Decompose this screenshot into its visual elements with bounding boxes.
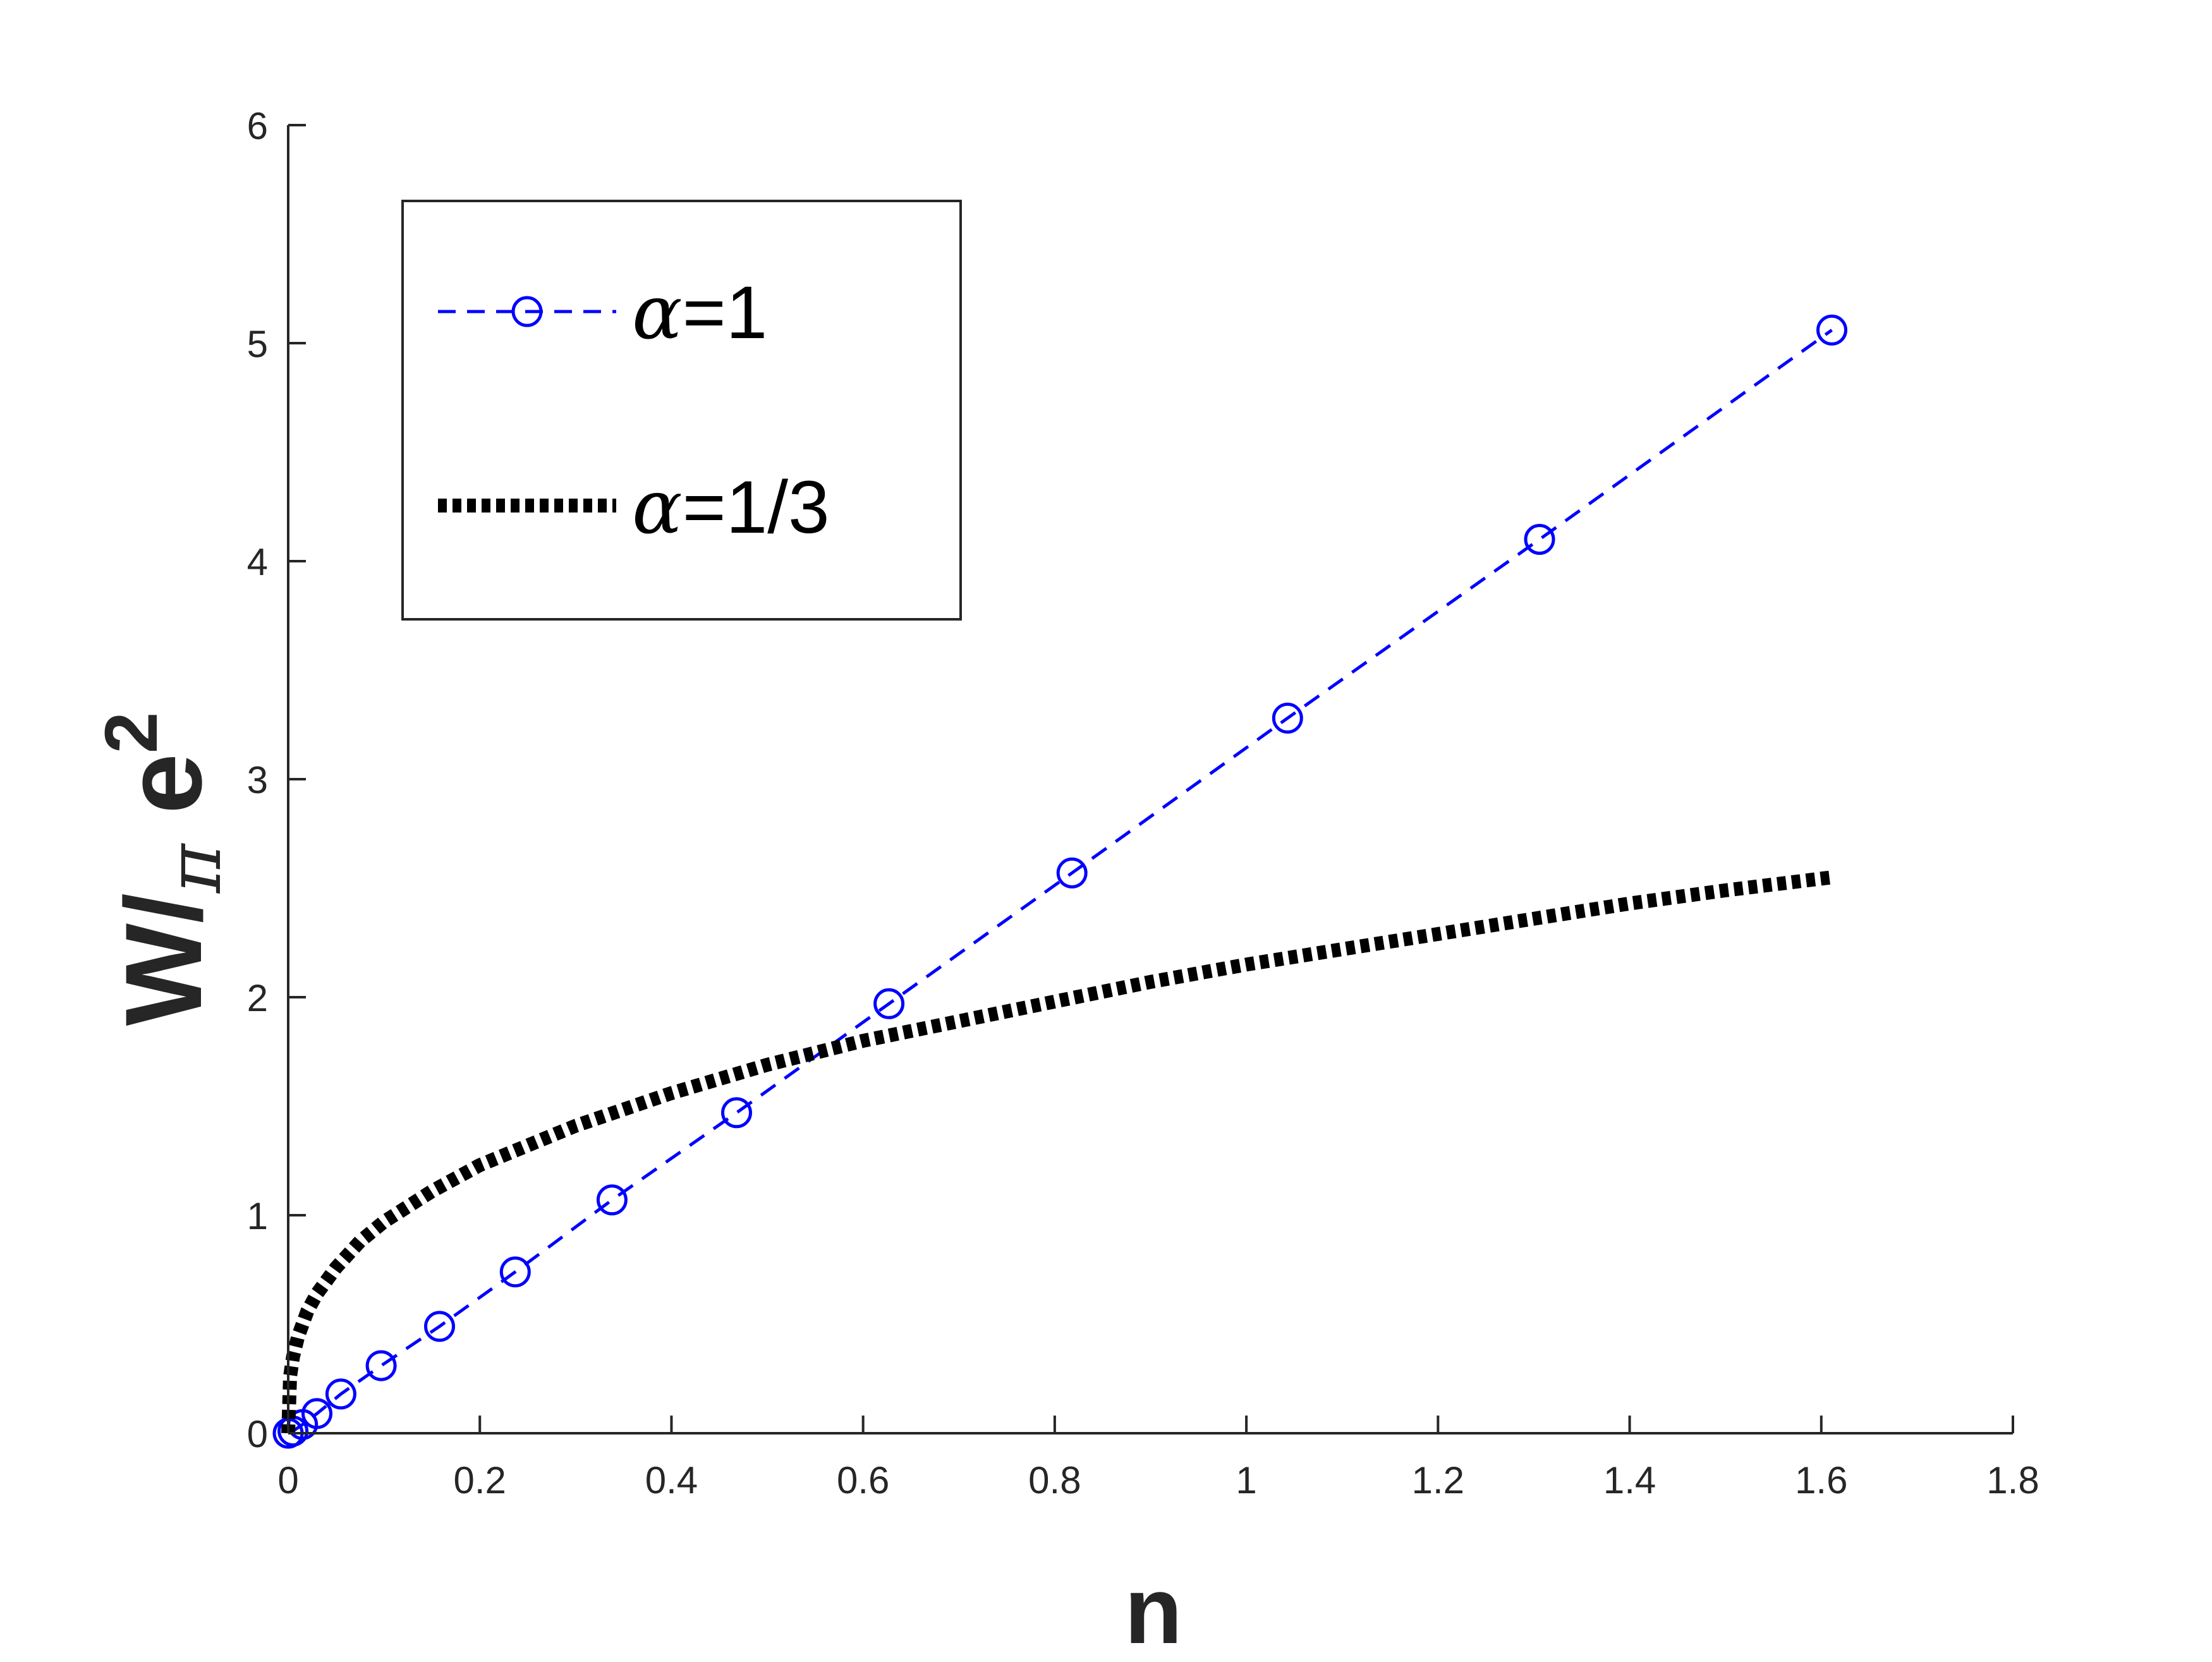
y-axis-title-superscript: 2: [90, 712, 173, 754]
x-tick-label: 0.4: [645, 1459, 698, 1501]
y-axis-title-subscript: π: [150, 842, 238, 894]
series-line: [287, 329, 1833, 1435]
legend-box: [401, 200, 962, 621]
y-tick-label: 6: [247, 105, 268, 147]
data-point-marker: [325, 1378, 356, 1410]
legend-label-alpha-one-third-greek: α: [632, 463, 683, 550]
y-tick-label: 2: [247, 977, 268, 1019]
data-point-marker: [424, 1311, 455, 1342]
x-axis-ticks: 0 0.2 0.4 0.6 0.8 1 1.2 1.4 1.6 1.8: [277, 1416, 2039, 1501]
x-tick-label: 0.6: [837, 1459, 889, 1501]
x-tick-label: 1.2: [1412, 1459, 1464, 1501]
data-point-marker: [721, 1097, 752, 1129]
series-line: [281, 870, 1833, 1434]
legend-entry-alpha-one-third: α=1/3: [438, 463, 830, 550]
x-tick-label: 1.6: [1795, 1459, 1847, 1501]
x-tick-label: 0.2: [454, 1459, 506, 1501]
data-point-marker: [1816, 314, 1847, 346]
plot-area: [272, 314, 1847, 1449]
y-tick-label: 4: [247, 541, 268, 583]
legend-label-alpha-1-greek: α: [632, 269, 683, 356]
y-tick-label: 5: [247, 323, 268, 365]
data-point-marker: [1524, 524, 1555, 555]
data-point-marker: [873, 988, 905, 1019]
y-tick-label: 1: [247, 1195, 268, 1237]
data-point-marker: [596, 1184, 628, 1216]
y-tick-label: 3: [247, 759, 268, 801]
y-axis-ticks: 0 1 2 3 4 5 6: [247, 105, 306, 1455]
x-tick-label: 0.8: [1028, 1459, 1081, 1501]
y-axis-title-prefix: W/: [103, 893, 224, 1026]
legend-label-alpha-1-value: =1: [683, 271, 768, 355]
data-point-marker: [365, 1350, 397, 1381]
legend-label-alpha-one-third: α=1/3: [632, 463, 830, 550]
data-point-marker: [499, 1256, 531, 1288]
x-axis-title: n: [1124, 1557, 1182, 1659]
x-tick-label: 1: [1236, 1459, 1256, 1501]
legend-marker-alpha-1: [511, 296, 543, 327]
legend-entry-alpha-1: α=1: [438, 269, 767, 356]
series-alpha-one-third: [281, 870, 1833, 1434]
series-alpha-1: [272, 314, 1847, 1449]
legend-label-alpha-1: α=1: [632, 269, 767, 356]
x-tick-label: 1.4: [1603, 1459, 1656, 1501]
data-point-marker: [1272, 702, 1303, 734]
data-point-marker: [301, 1398, 332, 1429]
x-tick-label: 0: [277, 1459, 298, 1501]
y-axis-title: W/π e2: [90, 712, 238, 1026]
y-axis-title-base: e: [103, 753, 224, 844]
x-tick-label: 1.8: [1986, 1459, 2039, 1501]
data-point-marker: [1056, 857, 1088, 889]
legend: α=1 α=1/3: [401, 200, 962, 621]
y-tick-label: 0: [247, 1413, 268, 1455]
legend-label-alpha-one-third-value: =1/3: [683, 466, 830, 549]
